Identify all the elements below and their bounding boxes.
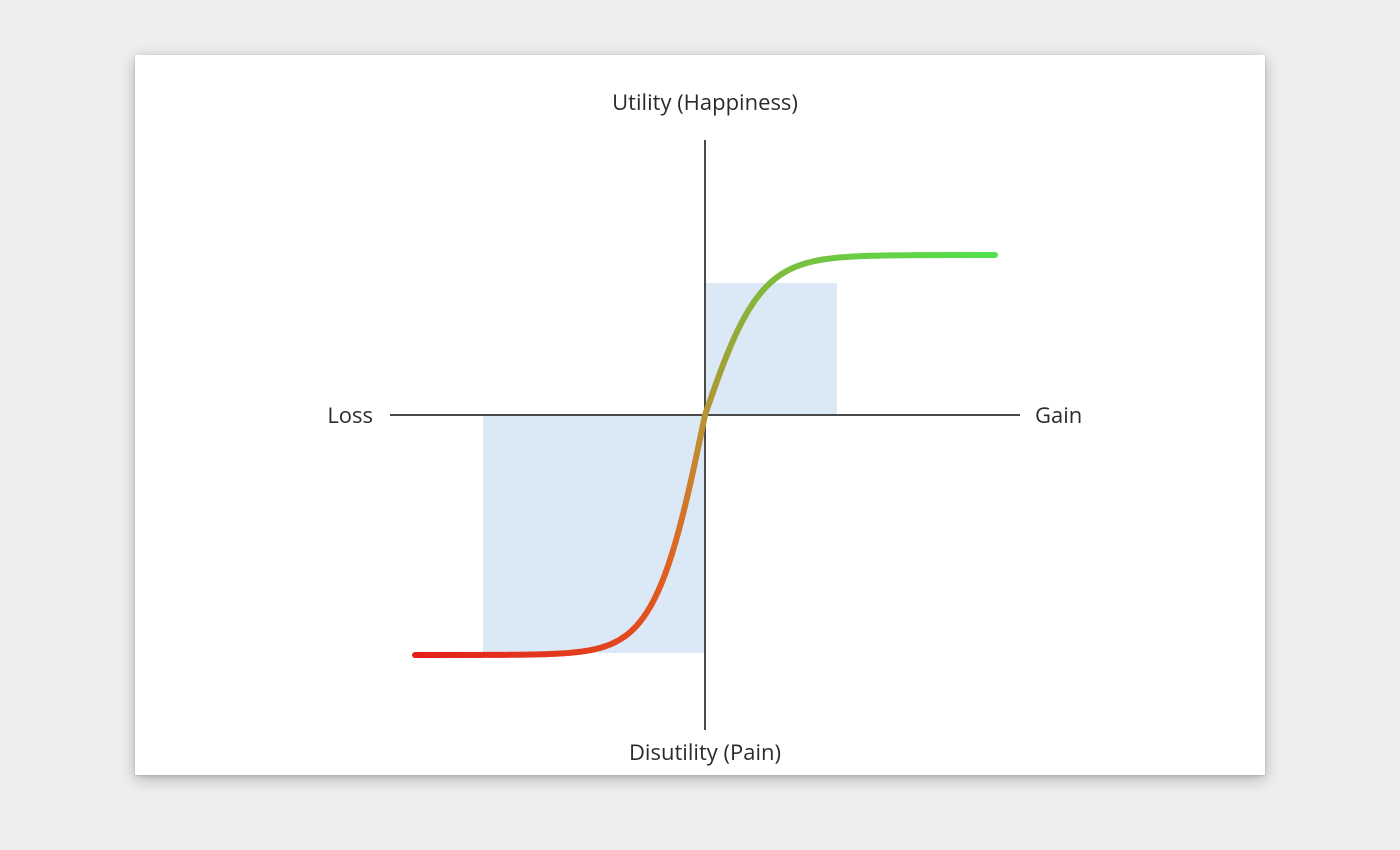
axis-label-top: Utility (Happiness): [612, 87, 798, 117]
prospect-theory-chart: Utility (Happiness) Disutility (Pain) Loss…: [135, 55, 1265, 775]
axis-label-right: Gain: [1035, 400, 1082, 430]
shaded-box-loss: [483, 415, 705, 653]
axis-label-left: Loss: [327, 400, 373, 430]
page-stage: Utility (Happiness) Disutility (Pain) Loss…: [0, 0, 1400, 850]
shaded-box-gain: [705, 283, 837, 415]
chart-card: Utility (Happiness) Disutility (Pain) Loss…: [135, 55, 1265, 775]
axis-label-bottom: Disutility (Pain): [629, 737, 781, 767]
